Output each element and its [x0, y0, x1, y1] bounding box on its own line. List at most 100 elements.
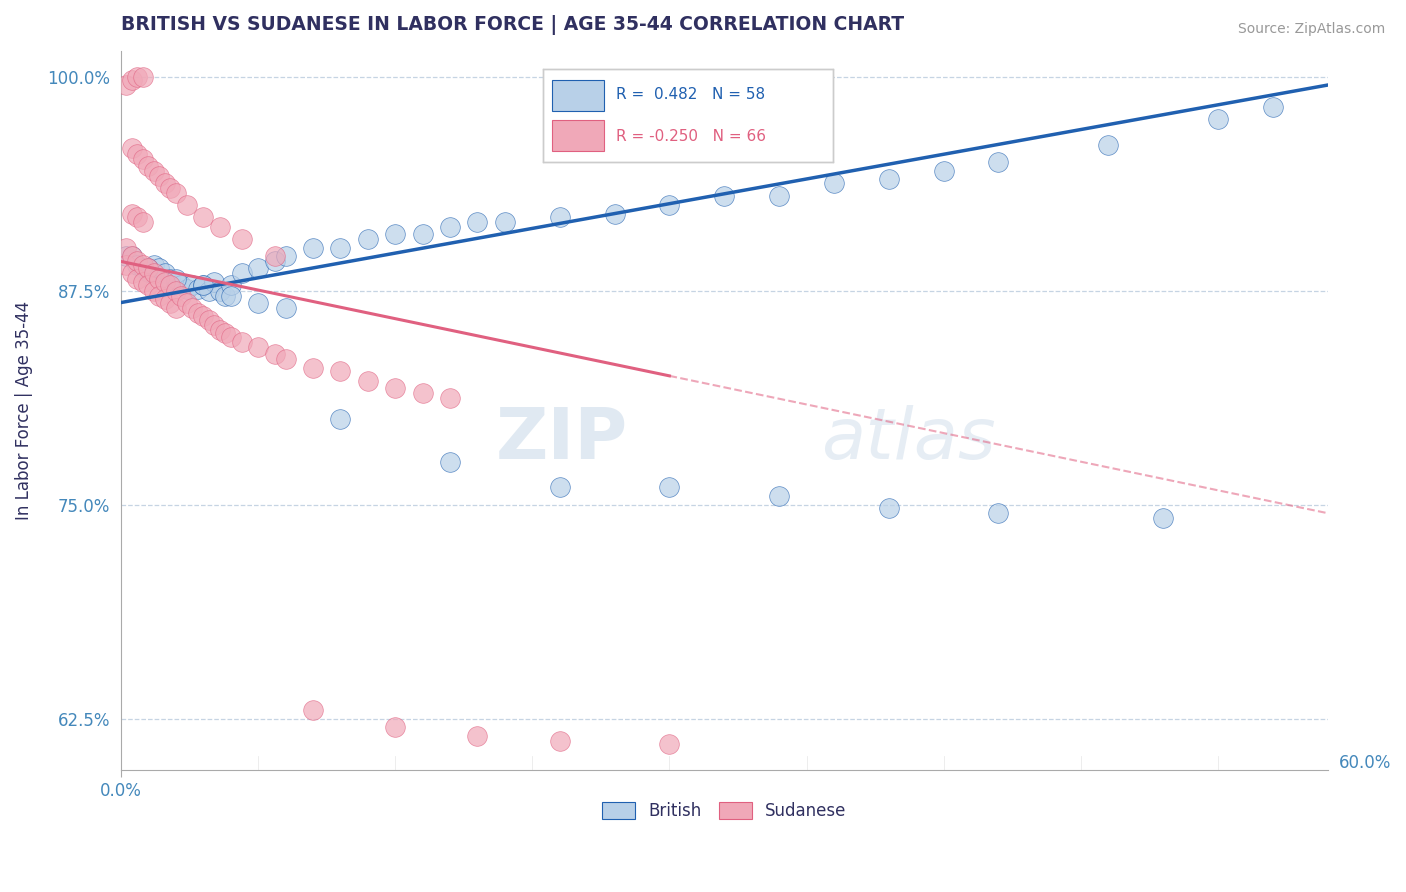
Point [121, 249, 143, 263]
Point [768, 489, 790, 503]
Point [329, 364, 352, 378]
Point [121, 141, 143, 155]
Point [329, 412, 352, 426]
Point [214, 326, 236, 341]
Point [165, 275, 187, 289]
Point [658, 198, 681, 212]
Point [181, 301, 204, 315]
Point [231, 267, 253, 281]
Point [142, 267, 165, 281]
Point [127, 70, 149, 84]
Point [658, 480, 681, 494]
Point [247, 340, 270, 354]
Point [153, 267, 176, 281]
Point [142, 258, 165, 272]
Point [494, 215, 516, 229]
Point [987, 155, 1010, 169]
Point [219, 288, 242, 302]
Point [115, 241, 138, 255]
Point [170, 288, 193, 302]
Point [127, 146, 149, 161]
Point [877, 501, 900, 516]
Point [165, 284, 187, 298]
Point [187, 282, 209, 296]
Point [412, 227, 434, 241]
Point [467, 215, 489, 229]
Point [658, 737, 681, 751]
Text: Source: ZipAtlas.com: Source: ZipAtlas.com [1237, 22, 1385, 37]
Point [384, 381, 406, 395]
Point [214, 288, 236, 302]
Point [176, 282, 198, 296]
Point [176, 295, 198, 310]
Point [159, 271, 181, 285]
Point [181, 278, 204, 293]
Point [153, 176, 176, 190]
Point [247, 261, 270, 276]
Point [263, 254, 285, 268]
Point [208, 323, 231, 337]
Point [142, 284, 165, 298]
Point [148, 288, 170, 302]
Point [187, 306, 209, 320]
Point [877, 172, 900, 186]
Point [148, 169, 170, 183]
Point [193, 310, 215, 324]
Point [159, 278, 181, 293]
Point [202, 275, 225, 289]
Point [132, 261, 155, 276]
Point [274, 352, 297, 367]
Point [603, 206, 626, 220]
Point [115, 78, 138, 92]
Point [132, 258, 155, 272]
Text: atlas: atlas [821, 405, 995, 474]
Point [329, 241, 352, 255]
Point [1097, 138, 1119, 153]
Point [115, 249, 138, 263]
Point [202, 318, 225, 332]
Point [138, 278, 160, 293]
Point [263, 249, 285, 263]
Point [467, 729, 489, 743]
Point [548, 210, 571, 224]
Point [384, 720, 406, 734]
Point [219, 278, 242, 293]
Point [127, 210, 149, 224]
Point [384, 227, 406, 241]
Y-axis label: In Labor Force | Age 35-44: In Labor Force | Age 35-44 [15, 301, 32, 520]
Point [127, 271, 149, 285]
Point [302, 360, 325, 375]
Point [713, 189, 735, 203]
Point [127, 258, 149, 272]
Point [548, 734, 571, 748]
Point [132, 275, 155, 289]
Point [165, 271, 187, 285]
Point [193, 210, 215, 224]
Point [197, 312, 219, 326]
Point [263, 347, 285, 361]
Point [159, 295, 181, 310]
Point [412, 386, 434, 401]
Point [208, 284, 231, 298]
Point [987, 506, 1010, 520]
Point [439, 392, 461, 406]
Point [208, 220, 231, 235]
Point [439, 220, 461, 235]
Point [132, 215, 155, 229]
Point [932, 163, 955, 178]
Point [153, 275, 176, 289]
Point [127, 254, 149, 268]
Point [121, 267, 143, 281]
Point [132, 70, 155, 84]
Point [1261, 100, 1284, 114]
Point [138, 261, 160, 276]
Point [121, 206, 143, 220]
Point [121, 249, 143, 263]
Point [193, 278, 215, 293]
Point [247, 295, 270, 310]
Text: BRITISH VS SUDANESE IN LABOR FORCE | AGE 35-44 CORRELATION CHART: BRITISH VS SUDANESE IN LABOR FORCE | AGE… [121, 15, 904, 35]
Point [823, 176, 845, 190]
Point [132, 152, 155, 166]
Point [231, 232, 253, 246]
Point [121, 73, 143, 87]
